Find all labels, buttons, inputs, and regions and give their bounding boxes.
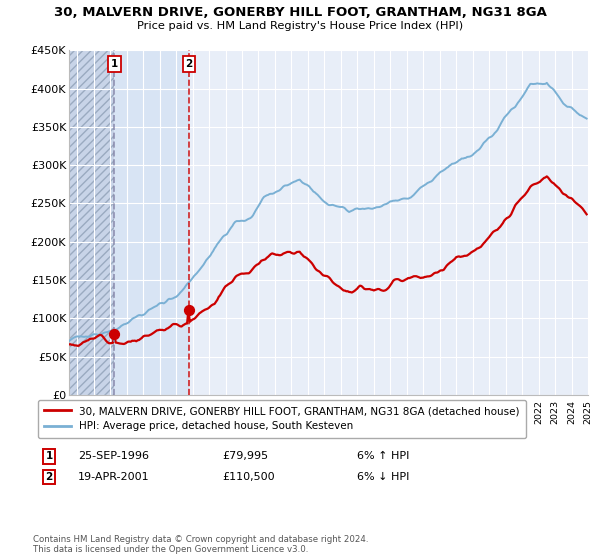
Bar xyxy=(69,50,115,395)
Point xyxy=(110,329,119,338)
Text: 25-SEP-1996: 25-SEP-1996 xyxy=(78,451,149,461)
Text: £110,500: £110,500 xyxy=(222,472,275,482)
Text: 30, MALVERN DRIVE, GONERBY HILL FOOT, GRANTHAM, NG31 8GA: 30, MALVERN DRIVE, GONERBY HILL FOOT, GR… xyxy=(53,6,547,18)
Text: £79,995: £79,995 xyxy=(222,451,268,461)
Text: 6% ↑ HPI: 6% ↑ HPI xyxy=(357,451,409,461)
Text: Contains HM Land Registry data © Crown copyright and database right 2024.
This d: Contains HM Land Registry data © Crown c… xyxy=(33,535,368,554)
Bar xyxy=(115,50,189,395)
Text: 2: 2 xyxy=(46,472,53,482)
Text: 1: 1 xyxy=(110,59,118,69)
Text: 19-APR-2001: 19-APR-2001 xyxy=(78,472,149,482)
Text: 1: 1 xyxy=(46,451,53,461)
Point xyxy=(184,306,194,315)
Legend: 30, MALVERN DRIVE, GONERBY HILL FOOT, GRANTHAM, NG31 8GA (detached house), HPI: : 30, MALVERN DRIVE, GONERBY HILL FOOT, GR… xyxy=(38,400,526,438)
Text: 6% ↓ HPI: 6% ↓ HPI xyxy=(357,472,409,482)
Text: Price paid vs. HM Land Registry's House Price Index (HPI): Price paid vs. HM Land Registry's House … xyxy=(137,21,463,31)
Text: 2: 2 xyxy=(185,59,193,69)
